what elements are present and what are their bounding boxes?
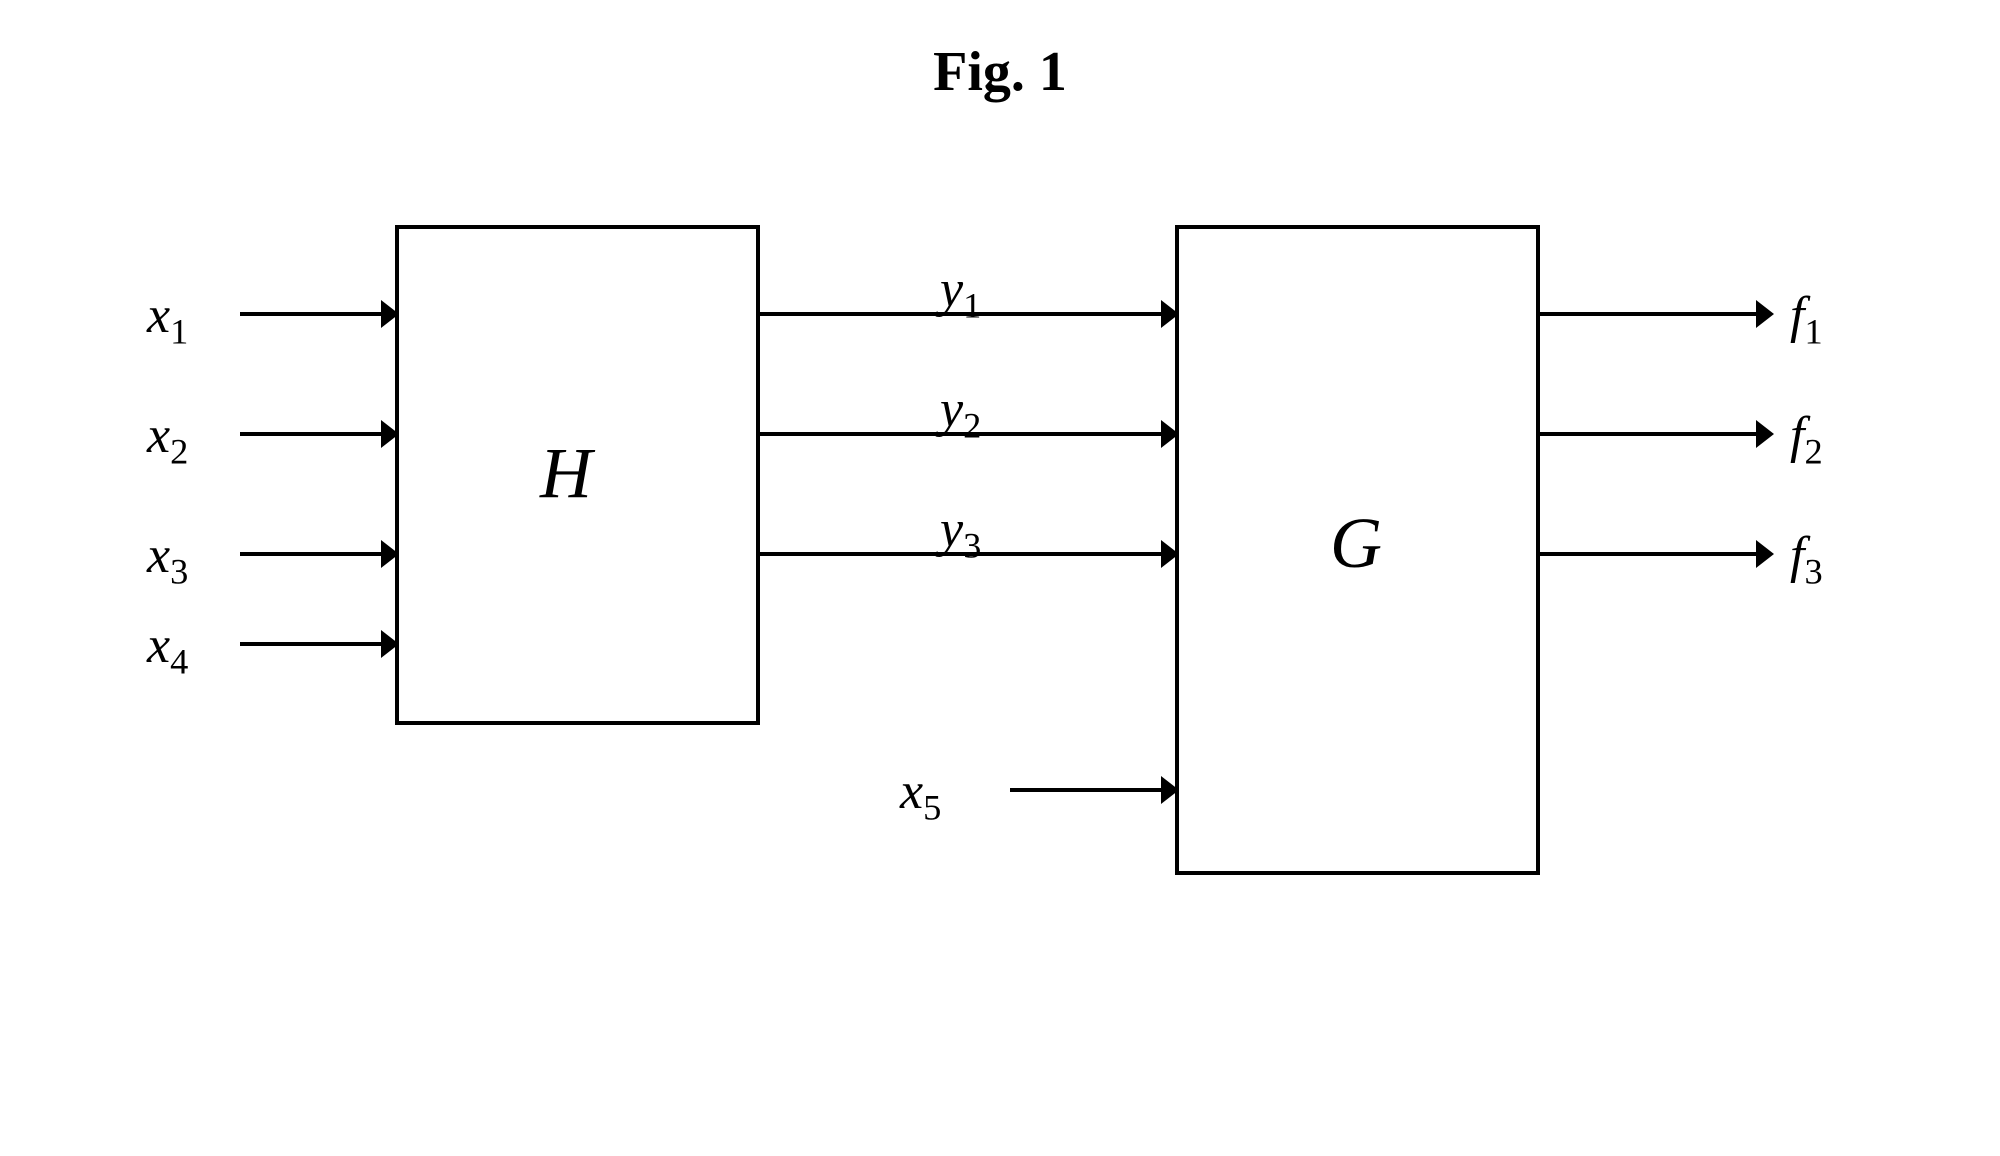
arrow-line (760, 312, 1167, 316)
arrow-head-icon (381, 300, 399, 328)
mid-label-1: y2 (940, 380, 981, 446)
arrow-line (760, 432, 1167, 436)
output-g-label-0: f1 (1790, 286, 1823, 352)
arrow-line (240, 312, 387, 316)
arrow-head-icon (381, 540, 399, 568)
input-h-label-1: x2 (147, 406, 188, 472)
arrow-line (1540, 552, 1762, 556)
arrow-head-icon (1161, 420, 1179, 448)
arrow-line (240, 432, 387, 436)
arrow-head-icon (1756, 540, 1774, 568)
output-g-label-2: f3 (1790, 526, 1823, 592)
arrow-head-icon (1756, 420, 1774, 448)
arrow-head-icon (381, 420, 399, 448)
arrow-line (1540, 432, 1762, 436)
block-label-G: G (1330, 502, 1382, 585)
mid-label-0: y1 (940, 260, 981, 326)
arrow-head-icon (1161, 540, 1179, 568)
arrow-line (1540, 312, 1762, 316)
block-label-H: H (540, 432, 592, 515)
arrow-head-icon (1161, 776, 1179, 804)
arrow-head-icon (1756, 300, 1774, 328)
output-g-label-1: f2 (1790, 406, 1823, 472)
arrow-line (760, 552, 1167, 556)
arrow-line (1010, 788, 1167, 792)
input-h-label-3: x4 (147, 616, 188, 682)
arrow-head-icon (1161, 300, 1179, 328)
block-diagram: H Gx1 x2 x3 x4 y1 y2 y3 x5 f1 f2 f3 (0, 0, 2000, 1156)
input-g-extra-label: x5 (900, 762, 941, 828)
input-h-label-0: x1 (147, 286, 188, 352)
input-h-label-2: x3 (147, 526, 188, 592)
arrow-line (240, 642, 387, 646)
arrow-head-icon (381, 630, 399, 658)
mid-label-2: y3 (940, 500, 981, 566)
arrow-line (240, 552, 387, 556)
